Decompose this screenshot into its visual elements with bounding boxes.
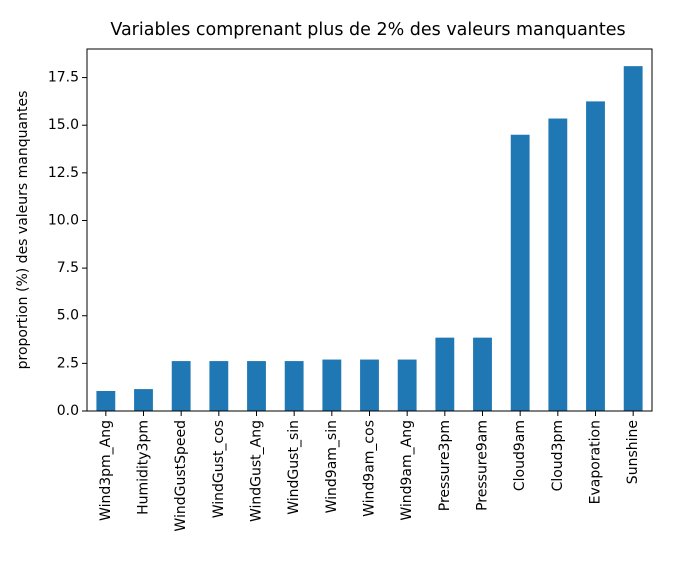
bar-WindGust_cos <box>209 361 229 411</box>
y-axis-label: proportion (%) des valeurs manquantes <box>15 91 31 370</box>
y-axis: 0.0 2.5 5.0 7.5 10.0 12.5 15.0 17.5 <box>48 70 87 419</box>
x-tick-label: Pressure9am <box>475 420 491 511</box>
bar-Cloud3pm <box>548 118 568 411</box>
x-tick-label: WindGust_Ang <box>249 420 265 522</box>
x-tick-label: Wind3pm_Ang <box>98 420 114 521</box>
bar-Humidity3pm <box>134 389 153 411</box>
bar-Cloud9am <box>510 134 530 411</box>
bars-group <box>96 66 643 411</box>
bar-Wind9am_sin <box>322 359 342 411</box>
x-axis: Wind3pm_Ang Humidity3pm WindGustSpeed WindG… <box>98 411 641 532</box>
bar-WindGust_Ang <box>247 361 266 411</box>
x-tick-label: Sunshine <box>625 420 641 484</box>
chart-title: Variables comprenant plus de 2% des vale… <box>110 20 625 40</box>
x-tick-label: Cloud3pm <box>550 420 566 491</box>
x-tick-label: WindGustSpeed <box>173 420 189 532</box>
x-tick-label: Humidity3pm <box>136 420 152 515</box>
bar-Wind9am_Ang <box>397 359 417 411</box>
bar-Sunshine <box>623 66 643 411</box>
y-tick-label: 17.5 <box>48 70 79 86</box>
x-tick-label: Wind9am_Ang <box>399 420 415 521</box>
x-tick-label: WindGust_cos <box>211 420 227 518</box>
bar-Wind3pm_Ang <box>96 390 116 411</box>
x-tick-label: WindGust_sin <box>286 420 302 515</box>
x-tick-label: Cloud9am <box>512 420 528 491</box>
y-tick-label: 2.5 <box>57 355 79 371</box>
y-tick-label: 10.0 <box>48 212 79 228</box>
bar-Pressure9am <box>473 337 492 411</box>
y-tick-label: 12.5 <box>48 165 79 181</box>
plot-frame <box>86 48 653 412</box>
x-tick-label: Wind9am_sin <box>324 420 340 513</box>
x-tick-label: Pressure3pm <box>437 420 453 511</box>
bar-WindGustSpeed <box>171 361 191 411</box>
y-tick-label: 7.5 <box>57 260 79 276</box>
y-tick-label: 15.0 <box>48 117 79 133</box>
bar-Evaporation <box>586 101 605 411</box>
bar-Wind9am_cos <box>360 359 379 411</box>
y-tick-label: 5.0 <box>57 308 79 324</box>
x-tick-label: Wind9am_cos <box>362 420 378 517</box>
x-tick-label: Evaporation <box>588 420 604 504</box>
bar-Pressure3pm <box>435 337 455 411</box>
y-tick-label: 0.0 <box>57 403 79 419</box>
bar-WindGust_sin <box>284 361 304 411</box>
